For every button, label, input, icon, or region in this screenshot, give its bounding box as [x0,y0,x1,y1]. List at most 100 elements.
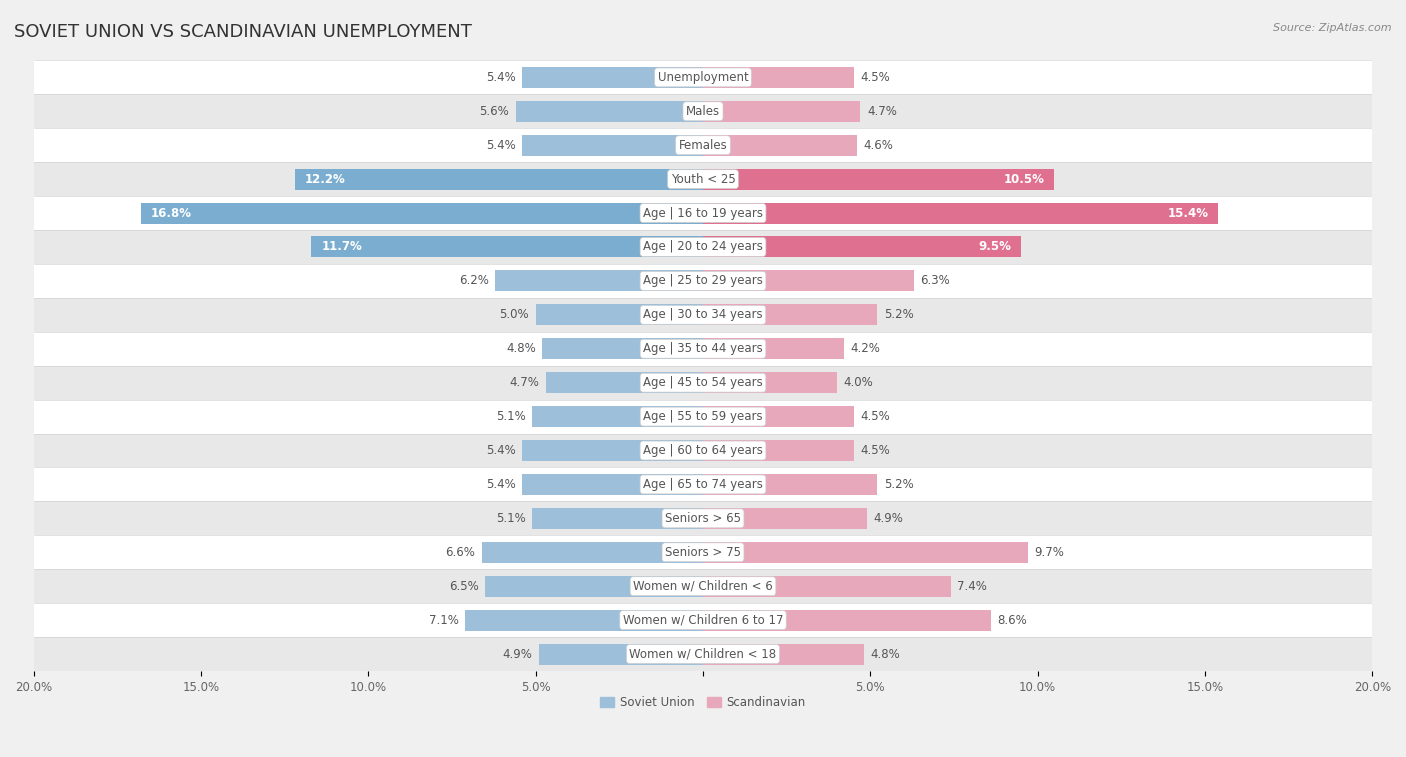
Text: Seniors > 75: Seniors > 75 [665,546,741,559]
Bar [34,230,1372,264]
Bar [34,366,1372,400]
Bar [34,332,1372,366]
Text: 9.7%: 9.7% [1035,546,1064,559]
Text: 4.5%: 4.5% [860,410,890,423]
Bar [482,542,703,562]
Bar [533,406,703,427]
Text: 5.2%: 5.2% [884,308,914,321]
Text: 5.4%: 5.4% [486,71,516,84]
Text: 8.6%: 8.6% [997,614,1028,627]
Text: 12.2%: 12.2% [305,173,346,185]
Text: Age | 45 to 54 years: Age | 45 to 54 years [643,376,763,389]
Bar [311,236,703,257]
Bar [516,101,703,122]
Text: Age | 20 to 24 years: Age | 20 to 24 years [643,241,763,254]
Text: 6.5%: 6.5% [449,580,478,593]
Text: 4.2%: 4.2% [851,342,880,355]
Bar [522,135,703,156]
Bar [703,372,837,393]
Bar [533,508,703,529]
Text: Seniors > 65: Seniors > 65 [665,512,741,525]
Text: 10.5%: 10.5% [1004,173,1045,185]
Text: 4.5%: 4.5% [860,71,890,84]
Bar [34,298,1372,332]
Bar [34,603,1372,637]
Bar [703,236,1021,257]
Text: Source: ZipAtlas.com: Source: ZipAtlas.com [1274,23,1392,33]
Text: 4.8%: 4.8% [870,647,900,661]
Bar [703,135,858,156]
Text: 5.4%: 5.4% [486,444,516,457]
Text: Age | 30 to 34 years: Age | 30 to 34 years [643,308,763,321]
Text: 5.4%: 5.4% [486,139,516,151]
Text: Youth < 25: Youth < 25 [671,173,735,185]
Bar [34,637,1372,671]
Bar [703,67,853,88]
Bar [703,270,914,291]
Text: Males: Males [686,104,720,118]
Bar [295,169,703,190]
Text: 5.1%: 5.1% [496,410,526,423]
Bar [703,508,868,529]
Text: 9.5%: 9.5% [979,241,1011,254]
Text: 6.2%: 6.2% [458,274,489,288]
Text: 16.8%: 16.8% [150,207,191,220]
Text: 6.3%: 6.3% [921,274,950,288]
Text: 5.4%: 5.4% [486,478,516,491]
Bar [34,569,1372,603]
Bar [546,372,703,393]
Bar [34,61,1372,95]
Bar [522,440,703,461]
Text: 4.7%: 4.7% [509,376,538,389]
Bar [34,264,1372,298]
Text: 11.7%: 11.7% [322,241,363,254]
Text: Age | 25 to 29 years: Age | 25 to 29 years [643,274,763,288]
Text: Unemployment: Unemployment [658,71,748,84]
Bar [34,400,1372,434]
Bar [703,643,863,665]
Text: Age | 35 to 44 years: Age | 35 to 44 years [643,342,763,355]
Bar [465,609,703,631]
Bar [703,169,1054,190]
Bar [703,609,991,631]
Bar [141,203,703,223]
Bar [34,434,1372,468]
Text: 7.1%: 7.1% [429,614,458,627]
Bar [703,101,860,122]
Text: 4.7%: 4.7% [868,104,897,118]
Bar [703,542,1028,562]
Bar [703,575,950,597]
Text: Age | 60 to 64 years: Age | 60 to 64 years [643,444,763,457]
Text: 5.1%: 5.1% [496,512,526,525]
Bar [34,196,1372,230]
Text: Women w/ Children < 6: Women w/ Children < 6 [633,580,773,593]
Text: 6.6%: 6.6% [446,546,475,559]
Bar [522,67,703,88]
Text: 5.6%: 5.6% [479,104,509,118]
Text: 7.4%: 7.4% [957,580,987,593]
Bar [703,203,1219,223]
Bar [538,643,703,665]
Text: Age | 65 to 74 years: Age | 65 to 74 years [643,478,763,491]
Text: 15.4%: 15.4% [1167,207,1208,220]
Bar [703,338,844,360]
Bar [703,474,877,495]
Bar [34,128,1372,162]
Text: Females: Females [679,139,727,151]
Text: Women w/ Children < 18: Women w/ Children < 18 [630,647,776,661]
Text: 4.8%: 4.8% [506,342,536,355]
Bar [543,338,703,360]
Text: 4.6%: 4.6% [863,139,894,151]
Text: SOVIET UNION VS SCANDINAVIAN UNEMPLOYMENT: SOVIET UNION VS SCANDINAVIAN UNEMPLOYMEN… [14,23,472,41]
Text: 5.2%: 5.2% [884,478,914,491]
Text: Women w/ Children 6 to 17: Women w/ Children 6 to 17 [623,614,783,627]
Legend: Soviet Union, Scandinavian: Soviet Union, Scandinavian [595,691,811,714]
Text: 4.5%: 4.5% [860,444,890,457]
Bar [495,270,703,291]
Bar [703,440,853,461]
Text: 4.9%: 4.9% [502,647,533,661]
Bar [703,406,853,427]
Text: 4.0%: 4.0% [844,376,873,389]
Bar [703,304,877,326]
Bar [536,304,703,326]
